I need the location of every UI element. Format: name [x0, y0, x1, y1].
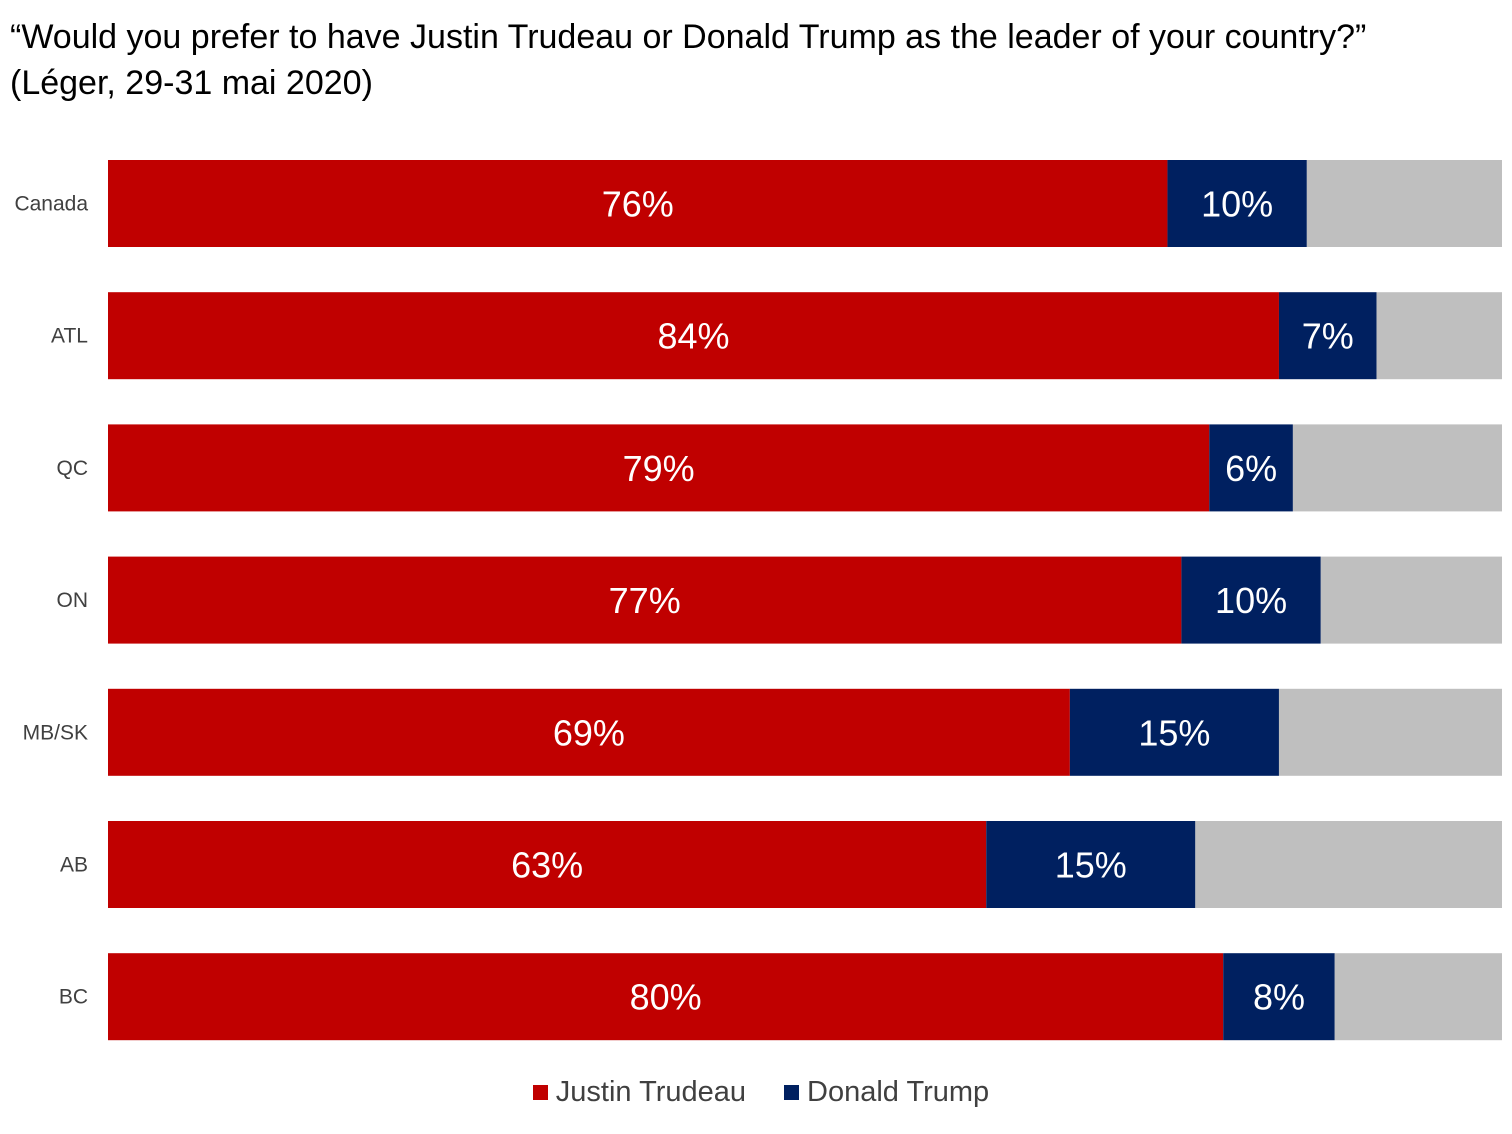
- chart-title: “Would you prefer to have Justin Trudeau…: [10, 14, 1505, 106]
- bar-trump-bc: [1223, 953, 1335, 1041]
- legend-label-trudeau: Justin Trudeau: [555, 1075, 747, 1108]
- bar-remainder-canada: [1306, 160, 1502, 247]
- legend-swatch-trump: [784, 1084, 800, 1100]
- bar-trudeau-mb-sk: [108, 688, 1070, 776]
- legend-item-trump: Donald Trump: [784, 1076, 989, 1109]
- bar-trudeau-bc: [108, 953, 1224, 1041]
- category-label-canada: Canada: [14, 193, 88, 216]
- data-label-trudeau-on: 77%: [609, 580, 681, 621]
- bar-remainder-mb-sk: [1278, 688, 1502, 776]
- data-label-trump-mb-sk: 15%: [1138, 712, 1210, 753]
- title-line: “Would you prefer to have Justin Trudeau…: [10, 18, 1367, 56]
- category-label-on: ON: [57, 589, 89, 612]
- bar-remainder-atl: [1376, 292, 1502, 380]
- bar-trudeau-atl: [108, 292, 1279, 380]
- data-label-trudeau-qc: 79%: [623, 448, 695, 489]
- subtitle-line: (Léger, 29-31 mai 2020): [10, 64, 373, 102]
- bar-trump-on: [1181, 556, 1321, 644]
- category-label-bc: BC: [59, 986, 88, 1009]
- category-label-atl: ATL: [51, 325, 88, 348]
- data-label-trudeau-canada: 76%: [602, 184, 674, 225]
- data-label-trump-ab: 15%: [1055, 845, 1127, 886]
- bar-trump-qc: [1209, 424, 1293, 512]
- bar-trudeau-ab: [108, 821, 987, 908]
- data-label-trudeau-mb-sk: 69%: [553, 712, 625, 753]
- legend-swatch-trudeau: [532, 1084, 548, 1100]
- legend: Justin Trudeau Donald Trump: [0, 1072, 1512, 1112]
- stacked-bar-chart: Canada 76% 10% ATL 84% 7% QC 79% 6% ON 77% 10% MB/SK…: [14, 160, 1502, 1041]
- bar-trudeau-qc: [108, 424, 1210, 512]
- category-label-mb-sk: MB/SK: [23, 721, 88, 744]
- category-label-ab: AB: [60, 854, 88, 877]
- data-label-trump-on: 10%: [1215, 580, 1287, 621]
- bar-remainder-qc: [1292, 424, 1502, 512]
- bar-trump-ab: [986, 821, 1196, 908]
- bar-trump-canada: [1167, 160, 1307, 247]
- bar-remainder-bc: [1334, 953, 1502, 1041]
- data-label-trudeau-bc: 80%: [630, 977, 702, 1018]
- data-label-trump-canada: 10%: [1201, 184, 1273, 225]
- data-label-trump-bc: 8%: [1253, 977, 1305, 1018]
- data-label-trump-qc: 6%: [1225, 448, 1277, 489]
- data-label-trudeau-atl: 84%: [657, 316, 729, 357]
- bar-trudeau-on: [108, 556, 1182, 644]
- bar-remainder-ab: [1195, 821, 1502, 908]
- category-label-qc: QC: [57, 457, 89, 480]
- bar-trump-atl: [1278, 292, 1377, 380]
- bar-trump-mb-sk: [1069, 688, 1279, 776]
- legend-item-trudeau: Justin Trudeau: [532, 1075, 747, 1109]
- legend-label-trump: Donald Trump: [807, 1075, 990, 1108]
- data-label-trump-atl: 7%: [1302, 316, 1354, 357]
- bar-trudeau-canada: [108, 160, 1168, 247]
- bar-remainder-on: [1320, 556, 1502, 644]
- data-label-trudeau-ab: 63%: [511, 845, 583, 886]
